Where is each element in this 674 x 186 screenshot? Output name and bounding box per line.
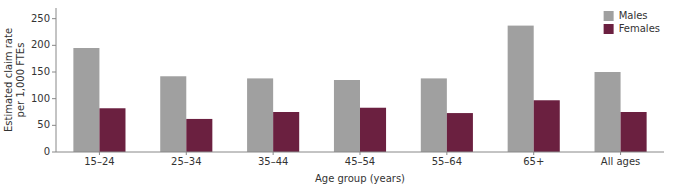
bar: [595, 72, 621, 152]
bar: [508, 26, 534, 152]
x-tick-label: 35–44: [258, 156, 288, 167]
x-tick-label: 45–54: [345, 156, 375, 167]
y-tick-label: 200: [31, 39, 50, 50]
y-tick-label: 50: [37, 119, 50, 130]
bar: [621, 112, 647, 152]
x-tick-label: All ages: [601, 156, 640, 167]
x-axis-label: Age group (years): [315, 173, 405, 184]
y-tick-label: 150: [31, 66, 50, 77]
x-tick: [533, 152, 534, 155]
y-tick: [52, 98, 56, 99]
y-axis-line: [56, 8, 57, 152]
x-tick-label: 25–34: [171, 156, 201, 167]
legend: Males Females: [604, 10, 660, 34]
bar: [99, 108, 125, 152]
bar: [186, 119, 212, 152]
x-tick: [186, 152, 187, 155]
bar: [247, 78, 273, 152]
x-tick: [360, 152, 361, 155]
x-tick: [99, 152, 100, 155]
bar: [73, 48, 99, 152]
x-tick: [620, 152, 621, 155]
x-tick-label: 65+: [523, 156, 544, 167]
legend-swatch: [604, 24, 614, 34]
x-tick-label: 15–24: [84, 156, 114, 167]
y-tick-label: 250: [31, 13, 50, 24]
x-tick: [446, 152, 447, 155]
bar: [421, 78, 447, 152]
legend-label: Females: [619, 23, 660, 34]
y-tick: [52, 72, 56, 73]
y-tick: [52, 45, 56, 46]
x-tick: [273, 152, 274, 155]
legend-swatch: [604, 11, 614, 21]
bars: [73, 26, 646, 152]
y-axis-label: Estimated claim rateper 1,000 FTEs: [3, 28, 26, 132]
legend-label: Males: [619, 10, 648, 21]
y-tick: [52, 18, 56, 19]
y-tick: [52, 152, 56, 153]
chart-container: 0 50 100 150 200 250 15–24 25–34 35–44 45–54 55–64…: [0, 0, 674, 186]
bar: [360, 108, 386, 152]
chart: 0 50 100 150 200 250 15–24 25–34 35–44 45–54 55–64…: [0, 0, 674, 186]
bar: [273, 112, 299, 152]
y-tick-label: 100: [31, 93, 50, 104]
bar: [160, 76, 186, 152]
y-tick: [52, 125, 56, 126]
bar: [534, 100, 560, 152]
y-tick-label: 0: [44, 146, 50, 157]
x-tick-label: 55–64: [432, 156, 462, 167]
bar: [334, 80, 360, 152]
bar: [447, 113, 473, 152]
